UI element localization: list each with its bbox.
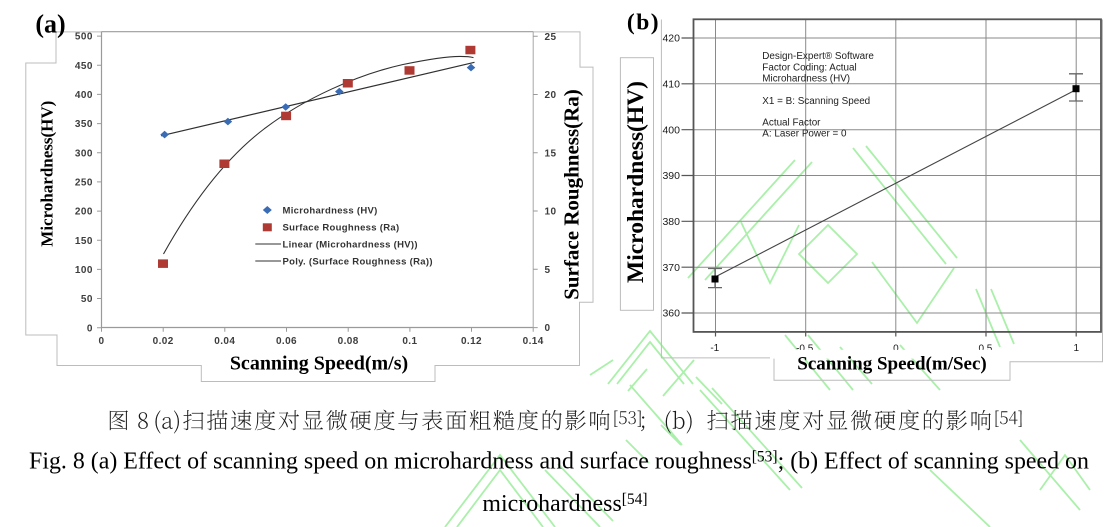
svg-text:Microhardness (HV): Microhardness (HV) (283, 205, 378, 216)
svg-text:0.08: 0.08 (338, 336, 359, 347)
svg-text:0: 0 (87, 323, 93, 334)
svg-text:15: 15 (545, 148, 557, 159)
svg-text:390: 390 (662, 170, 680, 182)
svg-text:25: 25 (545, 32, 557, 43)
svg-text:0.02: 0.02 (153, 336, 174, 347)
svg-text:-1: -1 (710, 343, 719, 354)
svg-text:microhardness[54]: microhardness[54] (482, 491, 647, 517)
svg-text:(a): (a) (35, 9, 65, 38)
svg-text:250: 250 (75, 178, 93, 189)
svg-text:370: 370 (662, 262, 680, 274)
svg-text:-0.5: -0.5 (796, 344, 814, 355)
svg-text:Factor Coding: Actual: Factor Coding: Actual (762, 62, 856, 73)
svg-text:Microhardness(HV): Microhardness(HV) (38, 101, 57, 247)
svg-text:100: 100 (75, 265, 93, 276)
svg-text:0: 0 (545, 323, 551, 334)
svg-text:Actual Factor: Actual Factor (762, 118, 821, 129)
svg-text:(b): (b) (627, 10, 660, 36)
svg-text:410: 410 (662, 79, 680, 91)
svg-text:A: Laser Power = 0: A: Laser Power = 0 (762, 128, 847, 139)
svg-text:300: 300 (75, 148, 93, 159)
svg-text:Design-Expert® Software: Design-Expert® Software (762, 51, 874, 62)
svg-text:0.12: 0.12 (461, 336, 482, 347)
svg-text:420: 420 (662, 33, 680, 45)
svg-text:360: 360 (662, 308, 680, 320)
svg-text:200: 200 (75, 207, 93, 218)
svg-text:0.04: 0.04 (214, 336, 235, 347)
svg-text:Surface Roughness (Ra): Surface Roughness (Ra) (283, 223, 400, 234)
svg-text:20: 20 (545, 90, 557, 101)
svg-text:450: 450 (75, 61, 93, 72)
svg-text:0.5: 0.5 (978, 344, 992, 355)
svg-text:0.06: 0.06 (276, 336, 297, 347)
svg-text:0.14: 0.14 (523, 336, 544, 347)
svg-text:Scanning Speed(m/Sec): Scanning Speed(m/Sec) (797, 354, 987, 375)
svg-text:0: 0 (893, 344, 899, 355)
svg-text:400: 400 (75, 90, 93, 101)
svg-text:0: 0 (99, 336, 105, 347)
svg-text:380: 380 (662, 216, 680, 228)
svg-text:10: 10 (545, 207, 557, 218)
svg-text:Linear (Microhardness (HV)): Linear (Microhardness (HV)) (283, 240, 418, 251)
svg-text:1: 1 (1074, 343, 1080, 354)
svg-text:150: 150 (75, 236, 93, 247)
svg-text:50: 50 (81, 294, 93, 305)
svg-text:Poly. (Surface Roughness (Ra)): Poly. (Surface Roughness (Ra)) (283, 257, 433, 268)
svg-text:350: 350 (75, 119, 93, 130)
svg-text:Scanning Speed(m/s): Scanning Speed(m/s) (230, 353, 408, 375)
svg-text:400: 400 (662, 124, 680, 136)
svg-text:5: 5 (545, 265, 551, 276)
svg-text:0.1: 0.1 (402, 336, 417, 347)
svg-text:Microhardness (HV): Microhardness (HV) (762, 73, 850, 84)
svg-text:Surface Roughness(Ra): Surface Roughness(Ra) (560, 89, 584, 300)
svg-text:Microhardness(HV): Microhardness(HV) (623, 81, 649, 283)
svg-text:X1 = B: Scanning Speed: X1 = B: Scanning Speed (762, 96, 870, 107)
svg-text:Fig. 8 (a) Effect of scanning: Fig. 8 (a) Effect of scanning speed on m… (29, 449, 1089, 475)
svg-text:500: 500 (75, 32, 93, 43)
